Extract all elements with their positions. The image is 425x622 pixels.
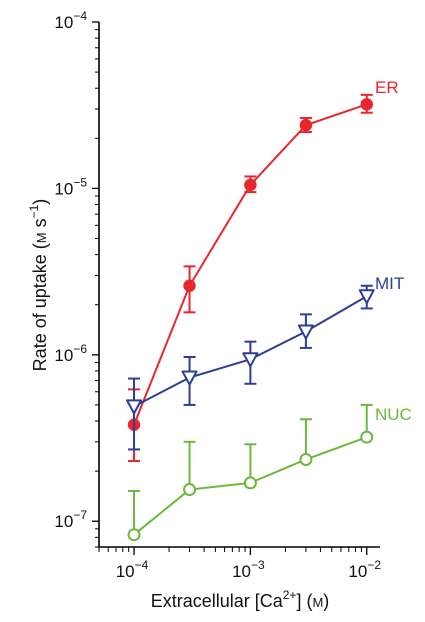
data-point xyxy=(126,399,143,415)
y-tick-label: 10−6 xyxy=(54,342,87,365)
data-point xyxy=(183,279,196,293)
x-axis-title: Extracellular [Ca2+] (M) xyxy=(151,588,330,611)
data-point xyxy=(243,476,257,490)
x-ticks: 10−4 10−3 10−2 xyxy=(98,547,381,581)
x-axis: 10−4 10−3 10−2 xyxy=(98,546,381,581)
y-tick-label: 10−5 xyxy=(54,175,87,198)
data-point xyxy=(358,289,375,305)
data-point xyxy=(183,483,197,497)
data-point xyxy=(127,528,141,542)
x-tick-label: 10−4 xyxy=(116,558,149,581)
data-point xyxy=(181,370,198,386)
y-axis: 10−7 10−6 10−5 10−4 xyxy=(54,9,100,548)
data-point xyxy=(360,430,374,444)
data-point xyxy=(360,98,373,111)
series-nuc: NUC xyxy=(127,403,412,542)
y-ticks: 10−7 10−6 10−5 10−4 xyxy=(54,9,99,548)
series-label: MIT xyxy=(375,274,404,293)
y-axis-title: Rate of uptake (M s−1) xyxy=(27,199,50,372)
series-layer: ER MIT NUC xyxy=(126,78,412,542)
data-point xyxy=(299,452,313,466)
x-tick-label: 10−2 xyxy=(348,558,381,581)
y-tick-label: 10−7 xyxy=(54,508,87,531)
series-label: NUC xyxy=(375,405,412,424)
y-tick-label: 10−4 xyxy=(54,9,87,32)
data-point xyxy=(299,118,313,132)
data-point xyxy=(297,324,314,340)
series-mit: MIT xyxy=(126,274,404,451)
data-point xyxy=(244,178,257,192)
series-label: ER xyxy=(375,78,399,97)
data-point xyxy=(242,352,259,368)
x-tick-label: 10−3 xyxy=(232,558,265,581)
series-er: ER xyxy=(127,78,399,463)
